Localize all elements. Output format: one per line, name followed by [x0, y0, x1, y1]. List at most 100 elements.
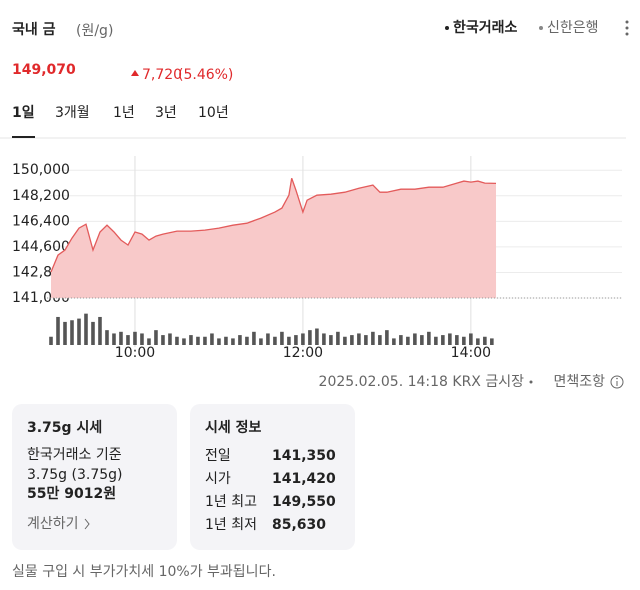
info-label: 1년 최저 — [205, 517, 257, 533]
volume-bar — [112, 333, 116, 345]
tab[interactable]: 10년 — [198, 105, 229, 121]
volume-bar — [385, 330, 389, 345]
volume-bar — [175, 336, 179, 345]
volume-bar — [98, 316, 102, 345]
volume-bar — [336, 331, 340, 345]
x-tick-label: 14:00 — [451, 345, 491, 361]
volume-bar — [287, 336, 291, 345]
volume-bar — [105, 330, 109, 345]
bullet — [539, 26, 543, 30]
volume-bar — [455, 335, 459, 345]
volume-bar — [133, 331, 137, 345]
y-tick-label: 146,400 — [12, 213, 70, 229]
price-line — [50, 177, 497, 273]
tab[interactable]: 1일 — [12, 105, 35, 121]
note: 실물 구입 시 부가가치세 10%가 부과됩니다. — [12, 564, 276, 580]
y-tick-label: 148,200 — [12, 188, 70, 204]
tab[interactable]: 1년 — [113, 105, 135, 121]
timestamp: 2025.02.05. 14:18 KRX 금시장 — [319, 374, 525, 390]
volume-bar — [441, 335, 445, 345]
title: 국내 금 — [12, 22, 56, 38]
info-label: 전일 — [205, 448, 231, 464]
card-text: 3.75g (3.75g) — [27, 467, 123, 483]
volume-bar — [364, 335, 368, 345]
volume-bar — [301, 333, 305, 345]
volume-bar — [420, 335, 424, 345]
info-value: 149,550 — [272, 494, 336, 510]
volume-bar — [294, 335, 298, 345]
info-label: 시가 — [205, 471, 231, 487]
volume-bar — [308, 330, 312, 345]
unit: (원/g) — [76, 23, 113, 39]
volume-bar — [126, 335, 130, 345]
source-tab[interactable]: 신한은행 — [547, 20, 599, 36]
chart: 141,000142,800144,600146,400148,200150,0… — [12, 156, 622, 361]
volume-bar — [399, 335, 403, 345]
volume-bar — [245, 336, 249, 345]
x-tick-label: 12:00 — [283, 345, 323, 361]
volume-bar — [434, 336, 438, 345]
volume-bar — [224, 336, 228, 345]
volume-bar — [147, 338, 151, 345]
volume-bar — [203, 336, 207, 345]
card-amount: 55만 9012원 — [27, 486, 116, 502]
y-tick-label: 150,000 — [12, 162, 70, 178]
info-value: 85,630 — [272, 517, 326, 533]
volume-bar — [259, 338, 263, 345]
volume-bar — [343, 336, 347, 345]
volume-bar — [91, 321, 95, 345]
more-icon[interactable] — [625, 20, 629, 36]
volume-bar — [154, 330, 158, 345]
area-fill — [51, 178, 497, 298]
volume-bar — [70, 320, 74, 345]
card — [12, 404, 177, 550]
change: 7,720 — [142, 67, 182, 83]
source-tab[interactable]: 한국거래소 — [453, 20, 518, 36]
card-title: 3.75g 시세 — [27, 420, 102, 436]
up-arrow — [131, 70, 139, 76]
volume-bar — [266, 333, 270, 345]
volume-bar — [63, 321, 67, 345]
volume-bar — [182, 338, 186, 345]
x-tick-label: 10:00 — [115, 345, 155, 361]
volume-bar — [357, 333, 361, 345]
volume-bar — [469, 333, 473, 345]
calc-link[interactable]: 계산하기 — [27, 516, 79, 532]
info-icon[interactable] — [610, 375, 624, 389]
volume-bar — [119, 331, 123, 345]
separator — [529, 380, 533, 384]
card — [190, 404, 355, 550]
disclaimer[interactable]: 면책조항 — [553, 374, 605, 390]
volume-bar — [210, 333, 214, 345]
chevron — [84, 518, 90, 530]
volume-bar — [231, 338, 235, 345]
volume-bar — [238, 335, 242, 345]
volume-bar — [140, 333, 144, 345]
volume-bar — [392, 338, 396, 345]
volume-bar — [189, 335, 193, 345]
tab[interactable]: 3년 — [155, 105, 177, 121]
volume-bar — [168, 333, 172, 345]
volume-bar — [252, 331, 256, 345]
volume-bar — [413, 333, 417, 345]
bullet — [445, 26, 449, 30]
volume-bar — [476, 338, 480, 345]
volume-bar — [427, 331, 431, 345]
price: 149,070 — [12, 62, 76, 78]
card-text: 한국거래소 기준 — [27, 447, 122, 463]
volume-bar — [462, 336, 466, 345]
tab[interactable]: 3개월 — [55, 105, 90, 121]
volume-bar — [406, 336, 410, 345]
volume-bar — [280, 331, 284, 345]
volume-bar — [378, 335, 382, 345]
volume-bar — [350, 335, 354, 345]
volume-bar — [490, 338, 494, 345]
volume-bar — [49, 336, 53, 345]
card-title: 시세 정보 — [205, 419, 262, 436]
volume-bar — [273, 336, 277, 345]
info-value: 141,350 — [272, 448, 336, 464]
info-value: 141,420 — [272, 471, 336, 487]
volume-bar — [322, 333, 326, 345]
volume-bar — [217, 338, 221, 345]
